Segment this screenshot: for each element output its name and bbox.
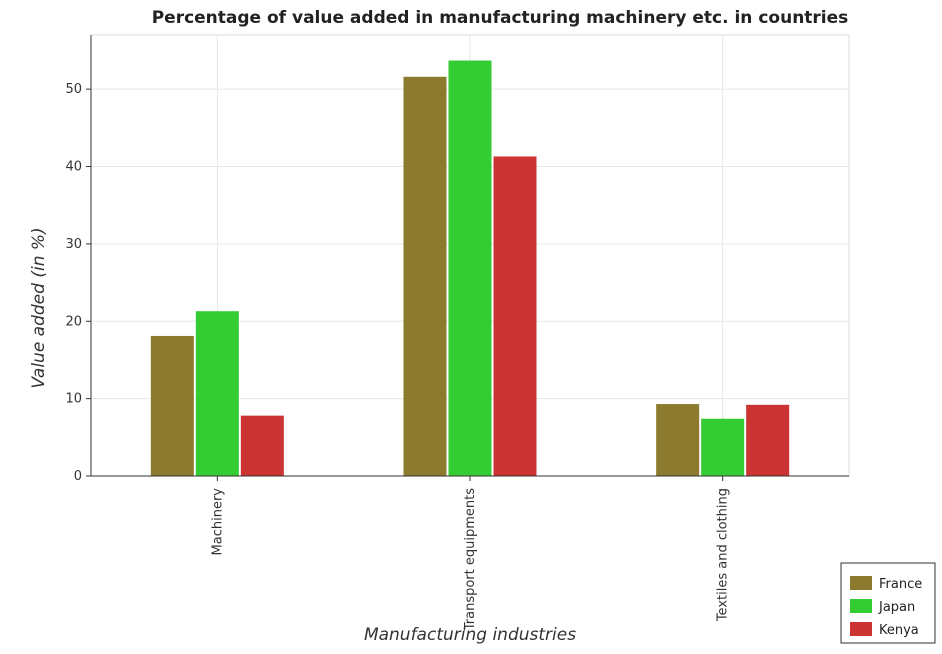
bar-kenya-machinery <box>240 415 284 476</box>
y-tick-label: 30 <box>65 237 82 252</box>
bar-japan-machinery <box>195 311 239 476</box>
x-tick-label: Transport equipments <box>463 488 478 631</box>
chart-title: Percentage of value added in manufacturi… <box>152 8 849 28</box>
legend-label-japan: Japan <box>878 600 915 615</box>
legend-label-france: France <box>879 577 922 592</box>
y-tick-label: 20 <box>65 314 82 329</box>
bar-france-transport-equipments <box>403 76 447 477</box>
legend-swatch-france <box>850 576 872 590</box>
legend-swatch-japan <box>850 599 872 613</box>
bar-france-textiles-and-clothing <box>656 404 700 476</box>
bar-france-machinery <box>150 335 194 476</box>
legend-swatch-kenya <box>850 622 872 636</box>
bars <box>150 60 790 477</box>
y-tick-label: 50 <box>65 82 82 97</box>
bar-japan-transport-equipments <box>448 60 492 476</box>
bar-kenya-textiles-and-clothing <box>746 404 790 476</box>
y-axis-label: Value added (in %) <box>29 227 49 388</box>
y-tick-label: 0 <box>74 469 82 484</box>
y-tick-label: 40 <box>65 160 82 175</box>
axes: 0 10 20 30 40 50 Machinery Transport equipments… <box>65 35 849 631</box>
legend-label-kenya: Kenya <box>879 623 919 638</box>
bar-kenya-transport-equipments <box>493 156 537 476</box>
x-tick-label: Textiles and clothing <box>716 488 731 622</box>
y-tick-label: 10 <box>65 392 82 407</box>
legend: France Japan Kenya <box>840 562 936 644</box>
bar-japan-textiles-and-clothing <box>701 418 745 476</box>
x-axis-label: Manufacturing industries <box>364 625 576 645</box>
x-tick-label: Machinery <box>210 488 225 556</box>
